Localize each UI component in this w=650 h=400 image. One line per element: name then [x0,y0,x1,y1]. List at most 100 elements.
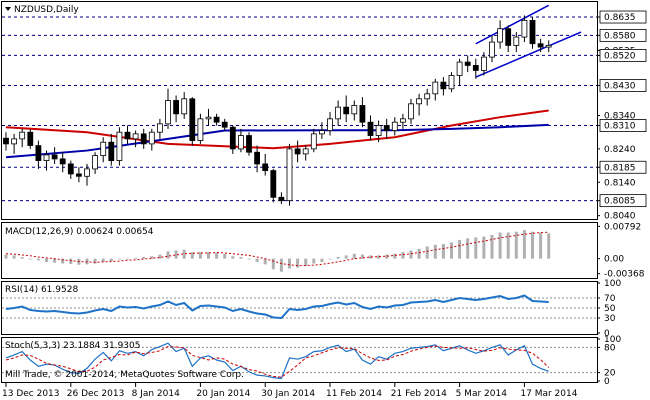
price-y-tick-label: 0.8580 [604,31,636,41]
bullish-candle [513,36,520,46]
macd-histogram-bar [288,258,291,269]
bullish-candle [327,118,333,131]
bearish-candle [440,81,447,90]
stoch-y-tick-label: 0 [604,377,610,387]
macd-histogram-bar [247,258,251,260]
macd-histogram-bar [4,254,8,259]
macd-y-tick-label: 0.00 [604,255,624,265]
bullish-candle [19,131,26,140]
macd-histogram-bar [441,243,445,259]
bullish-candle [132,133,139,140]
bullish-candle [205,116,212,120]
x-axis: 13 Dec 2013 26 Dec 2013 8 Jan 2014 20 Jan 2… [2,383,578,399]
macd-histogram-bar [142,257,146,259]
macd-histogram-bar [482,236,486,259]
macd-title: MACD(12,26,9) 0.00624 0.00654 [5,227,154,237]
bullish-candle [92,155,98,170]
upper-trendline [475,4,550,45]
bullish-candle [84,168,90,177]
macd-histogram-bar [198,252,202,259]
bearish-candle [383,125,390,131]
rsi-title: RSI(14) 61.9528 [5,285,78,295]
stoch-signal-line [5,345,550,378]
price-level-label-box [599,119,647,132]
bullish-candle [286,148,293,202]
macd-pane-frame [1,222,598,279]
macd-histogram-bar [336,257,340,259]
macd-histogram-bar [231,256,235,259]
macd-histogram-bar [20,257,24,259]
macd-histogram-bar [239,257,243,259]
macd-signal-line [5,231,549,267]
bullish-candle [375,125,382,136]
bullish-candle [318,130,325,135]
x-axis-tick-label: 26 Dec 2013 [67,389,125,399]
macd-y-tick-label: 0.00792 [604,222,641,232]
macd-histogram-bar [401,252,405,259]
price-level-label-box [599,28,647,42]
price-level-label-box [599,160,647,174]
macd-pane: 0.00792 0.00 -0.00368 [4,222,645,280]
rsi-y-tick-label: 0 [604,329,610,339]
macd-histogram-bar [117,258,121,260]
bullish-candle [11,138,18,145]
bearish-candle [262,163,269,171]
symbol-dropdown-icon[interactable] [5,7,11,11]
bearish-candle [76,173,82,177]
rsi-y-tick-label: 100 [604,279,621,289]
price-y-tick-label: 0.8430 [604,81,636,91]
bearish-candle [359,105,366,123]
bullish-candle [148,131,155,145]
bearish-candle [173,100,180,115]
bullish-candle [391,121,398,131]
bullish-candle [416,98,423,105]
stoch-pane-frame [1,337,598,383]
macd-y-tick-label: -0.00368 [604,270,645,280]
bullish-candle [156,123,163,133]
macd-histogram-bar [498,232,502,259]
macd-histogram-bar [539,232,543,259]
bullish-candle [43,154,50,161]
macd-histogram-bar [109,258,113,262]
x-axis-tick-label: 8 Jan 2014 [132,389,180,399]
macd-histogram-bar [207,252,210,259]
bearish-candle [278,196,285,202]
macd-histogram-bar [352,253,356,259]
bearish-candle [51,154,58,160]
bearish-candle [67,163,74,175]
macd-histogram-bar [547,233,551,259]
macd-histogram-bar [304,258,308,266]
macd-histogram-bar [328,258,332,260]
price-pane-frame [1,1,598,220]
bullish-candle [399,118,406,123]
macd-histogram-bar [215,252,219,259]
bullish-candle [351,105,358,115]
bearish-candle [221,121,228,128]
bearish-candle [189,98,196,141]
x-axis-tick-label: 30 Jan 2014 [261,389,315,399]
macd-histogram-bar [360,254,364,259]
macd-histogram-bar [531,231,534,259]
price-level-label-box [599,10,647,24]
macd-histogram-bar [255,258,259,262]
macd-histogram-bar [150,256,154,259]
bullish-candle [545,45,552,48]
macd-histogram-bar [263,258,267,265]
macd-histogram-bar [393,253,397,259]
moving-average-red [5,109,549,150]
macd-histogram-bar [506,232,510,259]
macd-histogram-bar [320,258,324,262]
macd-histogram-bar [158,254,162,259]
bearish-candle [246,135,252,153]
macd-histogram-bar [101,258,105,262]
price-level-label-box [599,79,647,92]
macd-histogram-bar [93,258,97,264]
macd-histogram-bar [433,244,437,259]
macd-histogram-bar [134,257,138,259]
bullish-candle [165,100,171,125]
bearish-candle [59,158,66,165]
macd-histogram-bar [223,253,227,259]
macd-histogram-bar [271,258,275,270]
